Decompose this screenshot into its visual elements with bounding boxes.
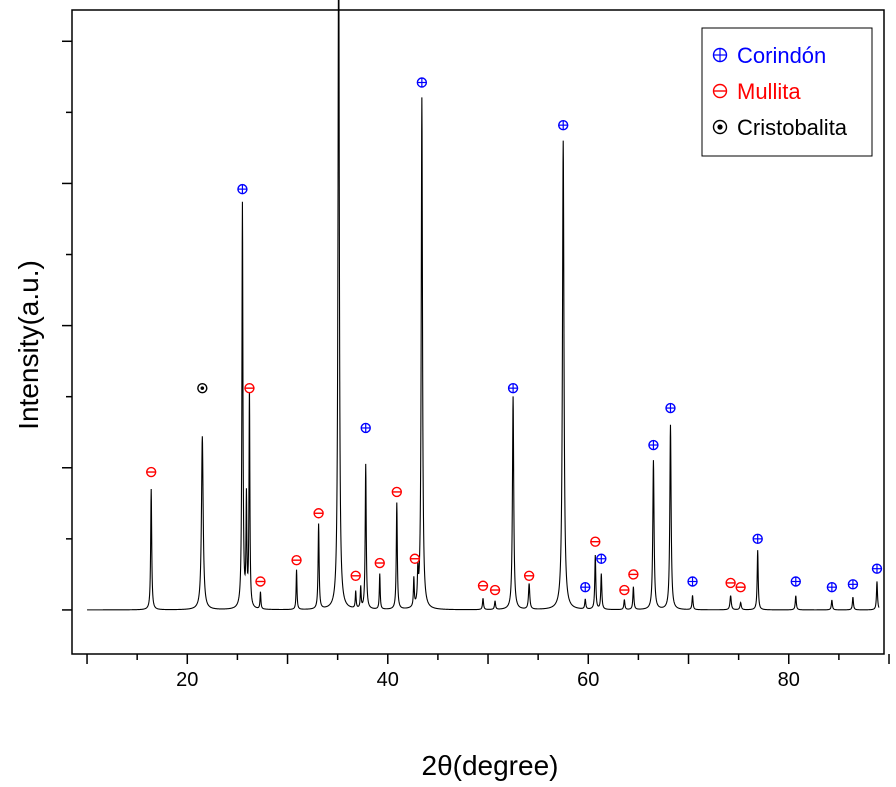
marker-mullita [590, 536, 601, 547]
marker-mullita [725, 577, 736, 589]
x-axis-tick-labels: 20 40 60 80 [176, 669, 800, 691]
legend-symbol-cristobalita [712, 119, 728, 135]
marker-corindon [596, 553, 607, 564]
marker-corindon [360, 422, 371, 434]
marker-corindon [416, 77, 428, 88]
y-axis-title: Intensity(a.u.) [13, 260, 44, 430]
legend-label-corindon: Corindón [737, 43, 826, 68]
marker-corindon [847, 579, 859, 590]
marker-cristobalita [197, 382, 208, 394]
legend-label-mullita: Mullita [737, 79, 801, 104]
legend-box [701, 27, 873, 157]
marker-corindon [687, 576, 698, 587]
marker-mullita [523, 570, 535, 582]
x-axis-title: 2θ(degree) [422, 750, 559, 781]
marker-mullita [391, 486, 402, 498]
y-axis-ticks [62, 40, 72, 611]
x-tick-label: 40 [377, 669, 399, 691]
marker-mullita [374, 557, 385, 569]
marker-corindon [752, 533, 763, 545]
x-axis-ticks [86, 654, 890, 664]
marker-corindon [237, 183, 248, 195]
marker-corindon [507, 382, 519, 394]
x-tick-label: 80 [778, 669, 800, 691]
marker-corindon [558, 119, 569, 131]
marker-mullita [313, 508, 324, 519]
legend-label-cristobalita: Cristobalita [737, 115, 848, 140]
marker-mullita [477, 580, 489, 591]
x-tick-label: 20 [176, 669, 198, 691]
legend-items: Corindón Mullita Cristobalita [712, 43, 848, 140]
phase-markers [145, 77, 883, 596]
marker-mullita [291, 554, 302, 566]
legend-symbol-corindon [712, 47, 728, 63]
marker-mullita [244, 382, 255, 394]
plot-frame [71, 9, 885, 655]
marker-corindon [648, 439, 659, 451]
diffraction-pattern-line [87, 0, 880, 611]
marker-corindon [665, 402, 676, 414]
marker-mullita [409, 553, 421, 564]
marker-mullita [350, 570, 361, 582]
marker-mullita [735, 581, 746, 593]
marker-corindon [790, 576, 801, 587]
x-tick-label: 60 [577, 669, 599, 691]
marker-mullita [145, 466, 157, 478]
marker-mullita [255, 576, 266, 587]
legend: Corindón Mullita Cristobalita [701, 27, 873, 157]
legend-symbol-mullita [712, 83, 728, 99]
marker-mullita [489, 584, 501, 596]
marker-mullita [619, 584, 630, 596]
marker-corindon [871, 563, 883, 574]
marker-mullita [628, 569, 639, 580]
marker-corindon [580, 581, 591, 593]
marker-corindon [826, 581, 838, 593]
